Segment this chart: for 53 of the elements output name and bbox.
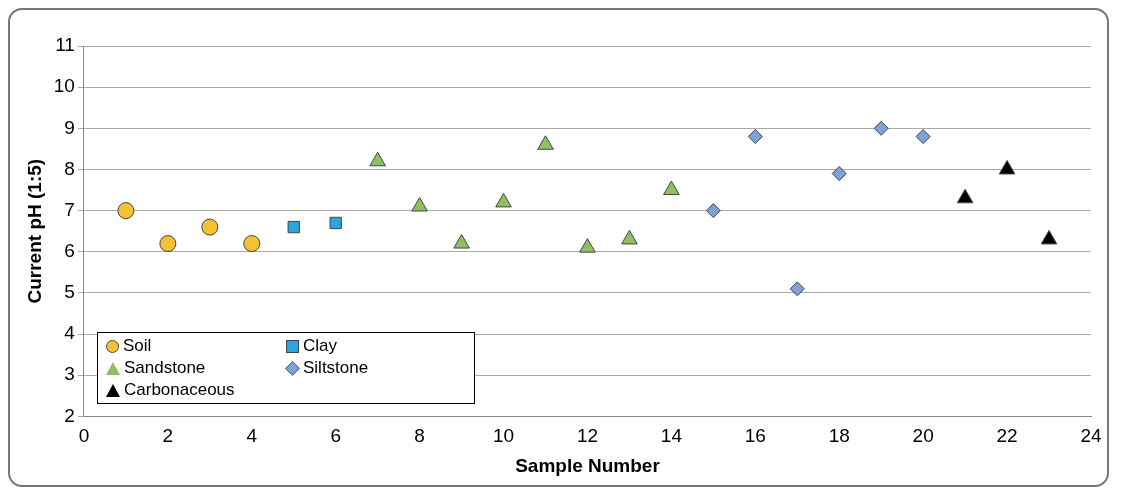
- x-tick-label: 8: [414, 425, 425, 447]
- point: [831, 166, 847, 182]
- point: [201, 218, 219, 236]
- x-axis-title: Sample Number: [515, 454, 661, 476]
- point: [411, 197, 428, 212]
- legend-label: Sandstone: [124, 358, 206, 378]
- point: [663, 180, 680, 196]
- point: [243, 235, 261, 253]
- y-tick-label: 4: [64, 322, 76, 344]
- point: [159, 235, 177, 253]
- x-tick-label: 6: [330, 425, 341, 447]
- x-tick-label: 4: [246, 425, 258, 447]
- y-tick-label: 9: [64, 116, 75, 138]
- point: [453, 234, 470, 249]
- point: [998, 159, 1016, 175]
- x-tick-label: 10: [492, 425, 515, 447]
- point: [369, 151, 386, 167]
- x-tick-label: 14: [660, 425, 683, 447]
- point: [537, 135, 554, 150]
- y-tick-label: 3: [64, 363, 75, 385]
- x-tick-label: 12: [576, 425, 599, 447]
- point: [915, 129, 931, 145]
- y-tick-label: 8: [64, 157, 75, 179]
- y-tick-label: 7: [64, 198, 75, 220]
- point: [495, 192, 512, 208]
- y-tick-label: 5: [64, 281, 75, 303]
- y-tick-label: 11: [55, 34, 75, 56]
- point: [117, 202, 135, 220]
- point: [873, 120, 889, 136]
- x-tick-label: 0: [78, 425, 90, 447]
- y-axis-title: Current pH (1:5): [23, 158, 45, 304]
- point: [1040, 229, 1058, 245]
- point: [621, 229, 638, 245]
- y-tick-label: 2: [64, 404, 75, 426]
- point: [956, 188, 974, 204]
- x-tick-label: 16: [744, 425, 766, 447]
- legend-label: Siltstone: [303, 358, 369, 378]
- point: [789, 281, 805, 297]
- x-tick-label: 18: [828, 425, 850, 447]
- x-tick-label: 22: [996, 425, 1018, 447]
- point: [287, 220, 300, 234]
- legend-label: Carbonaceous: [124, 380, 235, 400]
- point: [329, 216, 342, 230]
- x-tick-label: 20: [912, 425, 934, 447]
- x-tick-label: 2: [162, 425, 174, 447]
- x-tick-label: 24: [1080, 425, 1102, 447]
- point: [705, 203, 721, 219]
- y-tick-label: 6: [64, 240, 75, 262]
- legend-label: Clay: [303, 336, 338, 356]
- legend-label: Soil: [123, 336, 152, 356]
- point: [747, 129, 763, 145]
- point: [579, 238, 596, 253]
- y-tick-label: 10: [53, 75, 75, 97]
